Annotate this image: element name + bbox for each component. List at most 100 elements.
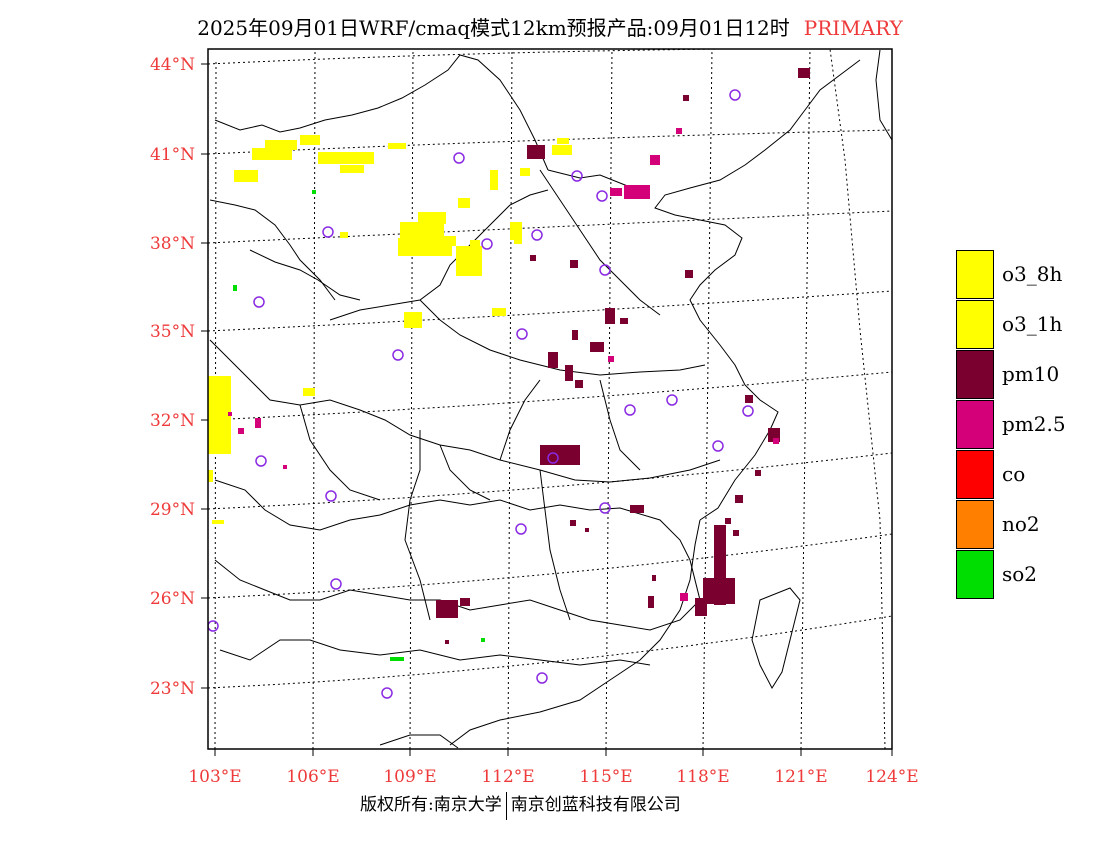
pollution-cell	[624, 185, 650, 199]
meridian	[829, 49, 886, 749]
lon-label: 121°E	[774, 767, 827, 787]
legend-item: so2	[956, 549, 1066, 599]
city-marker	[666, 394, 678, 406]
boundary-line	[209, 339, 721, 483]
pollution-cell	[398, 238, 452, 256]
lon-label: 124°E	[865, 767, 918, 787]
legend-label: pm2.5	[1002, 412, 1066, 436]
pollution-cell	[283, 465, 287, 469]
pollution-cell	[548, 352, 558, 368]
boundary-line	[539, 469, 571, 621]
boundary-line	[654, 59, 861, 521]
pollution-cell	[460, 598, 470, 606]
pollution-cell	[303, 388, 315, 396]
pollution-cell	[445, 640, 449, 644]
pollution-cell	[458, 198, 470, 208]
legend-item: co	[956, 449, 1066, 499]
lat-label: 23°N	[150, 679, 195, 699]
boundary-line	[379, 734, 459, 749]
legend-swatch	[956, 249, 994, 299]
city-marker	[536, 672, 548, 684]
pollution-cell	[650, 155, 660, 165]
pollution-cell	[695, 598, 707, 616]
pollution-cell	[252, 148, 292, 160]
pollution-cell	[570, 520, 576, 526]
pollution-cell	[773, 438, 779, 444]
meridian	[312, 51, 316, 749]
pollution-cell	[733, 530, 739, 536]
legend-item: pm10	[956, 349, 1066, 399]
lat-label: 44°N	[150, 55, 195, 75]
legend-swatch	[956, 449, 994, 499]
pollution-cell	[456, 246, 482, 276]
footer-divider	[505, 791, 507, 820]
pollution-cell	[610, 188, 622, 196]
legend-label: pm10	[1002, 362, 1060, 386]
parallel	[208, 49, 772, 65]
pollution-cell	[520, 168, 530, 176]
boundary-line	[419, 299, 706, 376]
chart-title: 2025年09月01日WRF/cmaq模式12km预报产品:09月01日12时 P…	[0, 12, 1100, 41]
pollution-cell	[648, 596, 654, 608]
legend-swatch	[956, 399, 994, 449]
pollution-cell	[572, 330, 578, 340]
pollution-cell	[630, 505, 644, 513]
city-marker	[208, 620, 219, 632]
pollution-cell	[400, 222, 444, 238]
lon-label: 112°E	[481, 767, 534, 787]
pollution-cell	[390, 657, 404, 661]
title-text: 2025年09月01日WRF/cmaq模式12km预报产品:09月01日12时	[197, 16, 790, 40]
pollution-cell	[340, 232, 348, 238]
boundary-line	[219, 639, 651, 666]
pollution-cell	[527, 145, 545, 159]
pollution-cell	[685, 270, 693, 278]
pollution-cell	[570, 260, 578, 268]
pollution-cell	[530, 255, 536, 261]
pollution-cell	[255, 418, 261, 428]
pollution-cell	[300, 135, 320, 145]
city-marker	[599, 502, 611, 514]
pollution-cell	[265, 140, 297, 150]
pollution-cell	[590, 342, 604, 352]
boundary-line	[329, 189, 549, 321]
pollution-cell	[620, 318, 628, 324]
pollution-cell	[725, 518, 731, 524]
city-marker	[453, 152, 465, 164]
pollution-cell	[652, 575, 656, 581]
pollution-cell	[212, 520, 224, 524]
legend-swatch	[956, 349, 994, 399]
lon-label: 103°E	[188, 767, 241, 787]
pollution-cell	[340, 165, 364, 173]
legend-item: no2	[956, 499, 1066, 549]
pollution-cell	[680, 593, 688, 601]
boundary-line	[209, 199, 336, 301]
city-marker	[392, 349, 404, 361]
pollution-cell	[470, 240, 480, 248]
city-marker	[322, 226, 334, 238]
legend-label: o3_1h	[1002, 312, 1063, 336]
boundary-line	[599, 379, 641, 471]
boundary-line	[449, 519, 701, 746]
city-marker	[330, 578, 342, 590]
legend-item: pm2.5	[956, 399, 1066, 449]
boundary-line	[214, 479, 691, 561]
legend-swatch	[956, 549, 994, 599]
pollution-cell	[575, 380, 583, 388]
city-marker	[596, 190, 608, 202]
copyright-left: 版权所有:南京大学	[360, 795, 502, 815]
boundary-line	[299, 404, 381, 501]
pollution-cell	[440, 236, 456, 246]
lat-label: 32°N	[150, 411, 195, 431]
primary-tag: PRIMARY	[803, 16, 903, 40]
meridian	[702, 49, 713, 749]
city-marker	[624, 404, 636, 416]
pollution-cell	[388, 143, 406, 149]
pollution-cell	[238, 428, 244, 434]
city-marker	[255, 455, 267, 467]
pollution-cell	[798, 68, 810, 78]
boundary-line	[539, 169, 661, 316]
legend-label: so2	[1002, 562, 1038, 586]
pollution-cell	[676, 128, 682, 134]
city-marker	[729, 89, 741, 101]
